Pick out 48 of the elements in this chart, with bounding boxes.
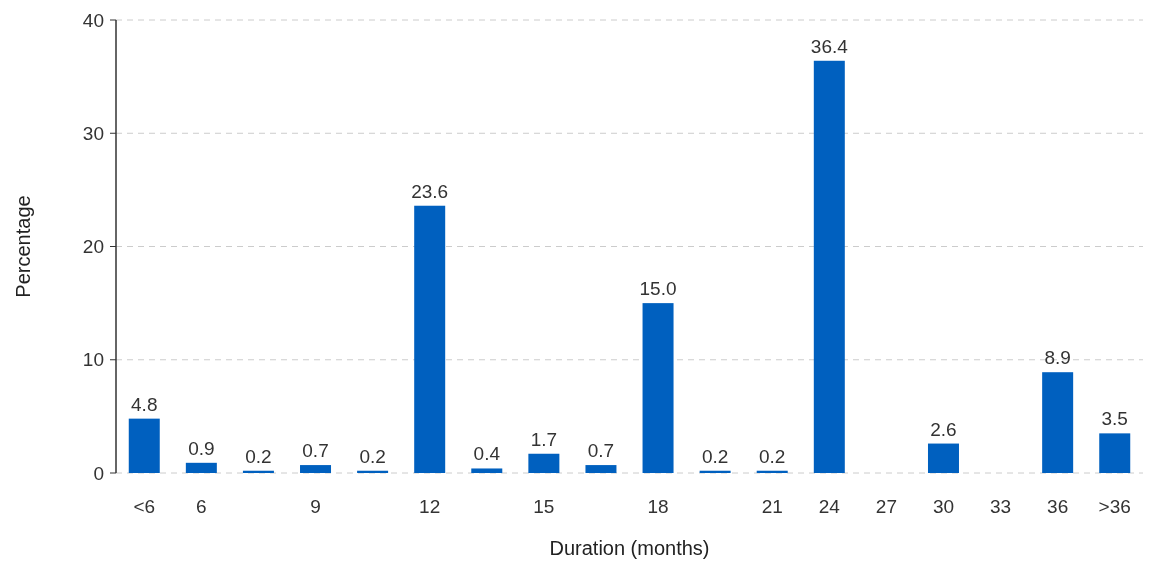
x-tick-label: 30 — [932, 496, 955, 517]
bar — [1099, 433, 1131, 473]
y-tick-label: 40 — [82, 9, 104, 31]
bar — [128, 418, 160, 473]
data-label: 4.8 — [131, 393, 158, 415]
bar — [813, 60, 845, 473]
y-tick-label: 20 — [82, 236, 104, 258]
x-tick-label: <6 — [133, 496, 156, 517]
x-tick-label: 24 — [818, 496, 841, 517]
x-axis-title: Duration (months) — [549, 537, 710, 559]
data-label: 0.2 — [359, 445, 386, 467]
data-label: 15.0 — [639, 278, 677, 300]
x-tick-label: 33 — [990, 496, 1012, 517]
x-tick-label: 12 — [419, 496, 441, 517]
y-tick-label: 0 — [93, 462, 104, 484]
bar — [471, 468, 503, 473]
x-tick-label: 9 — [310, 496, 321, 517]
x-tick-label: 15 — [533, 496, 555, 517]
bar — [642, 303, 674, 473]
bar — [585, 465, 617, 473]
x-tick-label: 27 — [875, 496, 897, 517]
bar — [927, 443, 959, 473]
x-tick-label: 21 — [761, 496, 783, 517]
data-label: 23.6 — [411, 180, 449, 202]
x-tick-label: 6 — [196, 496, 207, 517]
x-tick-label: >36 — [1098, 496, 1131, 517]
data-label: 1.7 — [530, 428, 558, 450]
bar — [300, 465, 332, 473]
data-label: 3.5 — [1101, 408, 1128, 430]
bar — [1042, 372, 1074, 473]
data-label: 0.7 — [302, 440, 329, 462]
data-label: 0.7 — [587, 440, 615, 462]
y-tick-label: 30 — [82, 122, 104, 144]
data-label: 0.2 — [759, 445, 786, 467]
x-tick-label: 36 — [1047, 496, 1069, 517]
data-label: 0.4 — [473, 443, 501, 465]
bar — [528, 453, 560, 473]
data-label: 0.2 — [245, 445, 272, 467]
data-label: 2.6 — [930, 418, 957, 440]
data-label: 8.9 — [1044, 347, 1071, 369]
data-label: 36.4 — [810, 35, 849, 57]
bar — [185, 462, 217, 473]
data-label: 0.9 — [188, 437, 215, 459]
x-tick-label: 18 — [647, 496, 669, 517]
bar — [414, 205, 446, 473]
y-axis-title: Percentage — [12, 195, 34, 298]
y-tick-label: 10 — [82, 349, 104, 371]
data-label: 0.2 — [701, 445, 729, 467]
